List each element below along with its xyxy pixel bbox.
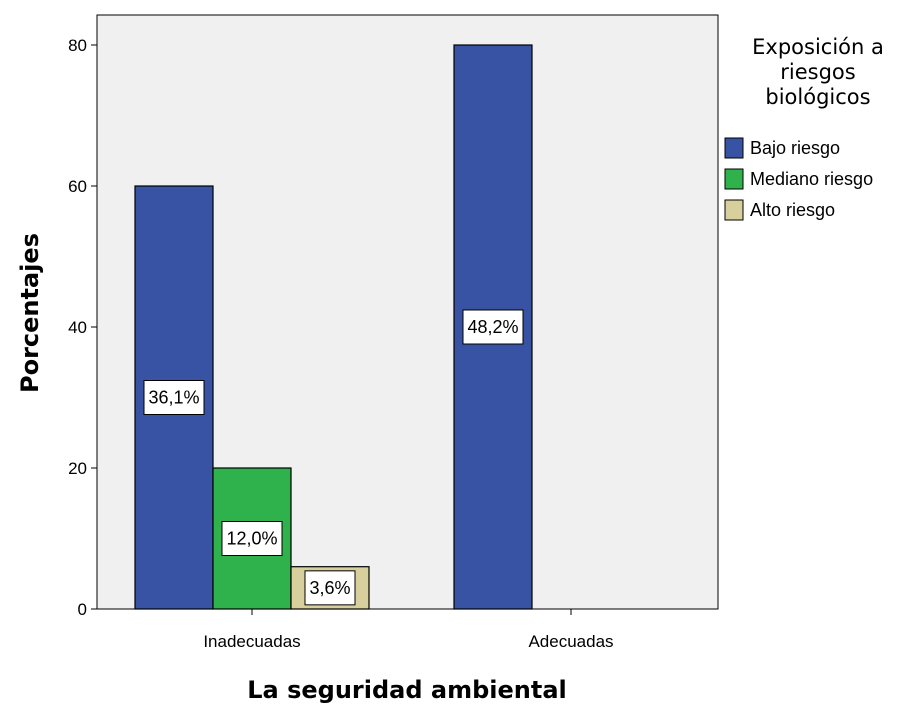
legend-title-line-1: Exposición a bbox=[752, 35, 884, 59]
y-axis-title: Porcentajes bbox=[16, 233, 44, 393]
legend-swatch bbox=[724, 199, 744, 221]
data-label: 36,1% bbox=[148, 388, 199, 408]
y-tick-label: 0 bbox=[78, 600, 87, 619]
x-tick-label: Adecuadas bbox=[528, 632, 613, 651]
data-label-box bbox=[304, 570, 356, 606]
data-label-box bbox=[462, 309, 524, 345]
y-axis: 0 20 40 60 80 bbox=[68, 36, 97, 619]
y-tick-label: 40 bbox=[68, 318, 87, 337]
data-label: 48,2% bbox=[467, 317, 518, 337]
legend-label: Alto riesgo bbox=[750, 200, 835, 220]
legend-title-line-3: biológicos bbox=[765, 85, 870, 109]
y-tick-label: 60 bbox=[68, 177, 87, 196]
data-label-box bbox=[143, 380, 205, 415]
x-axis-title: La seguridad ambiental bbox=[247, 676, 567, 704]
y-tick-label: 20 bbox=[68, 459, 87, 478]
y-tick-label: 80 bbox=[68, 36, 87, 55]
data-label-box bbox=[221, 521, 283, 556]
x-axis: Inadecuadas Adecuadas bbox=[203, 609, 614, 651]
data-label: 3,6% bbox=[309, 578, 350, 598]
legend-title-line-2: riesgos bbox=[780, 60, 855, 84]
data-labels: 36,1% 12,0% 3,6% 48,2% bbox=[143, 309, 524, 606]
legend-swatch bbox=[724, 137, 744, 159]
legend-swatch bbox=[724, 168, 744, 190]
data-label: 12,0% bbox=[226, 529, 277, 549]
legend: Exposición a riesgos biológicos Bajo rie… bbox=[724, 35, 884, 221]
legend-label: Mediano riesgo bbox=[750, 169, 873, 189]
x-tick-label: Inadecuadas bbox=[203, 632, 300, 651]
legend-label: Bajo riesgo bbox=[750, 138, 840, 158]
